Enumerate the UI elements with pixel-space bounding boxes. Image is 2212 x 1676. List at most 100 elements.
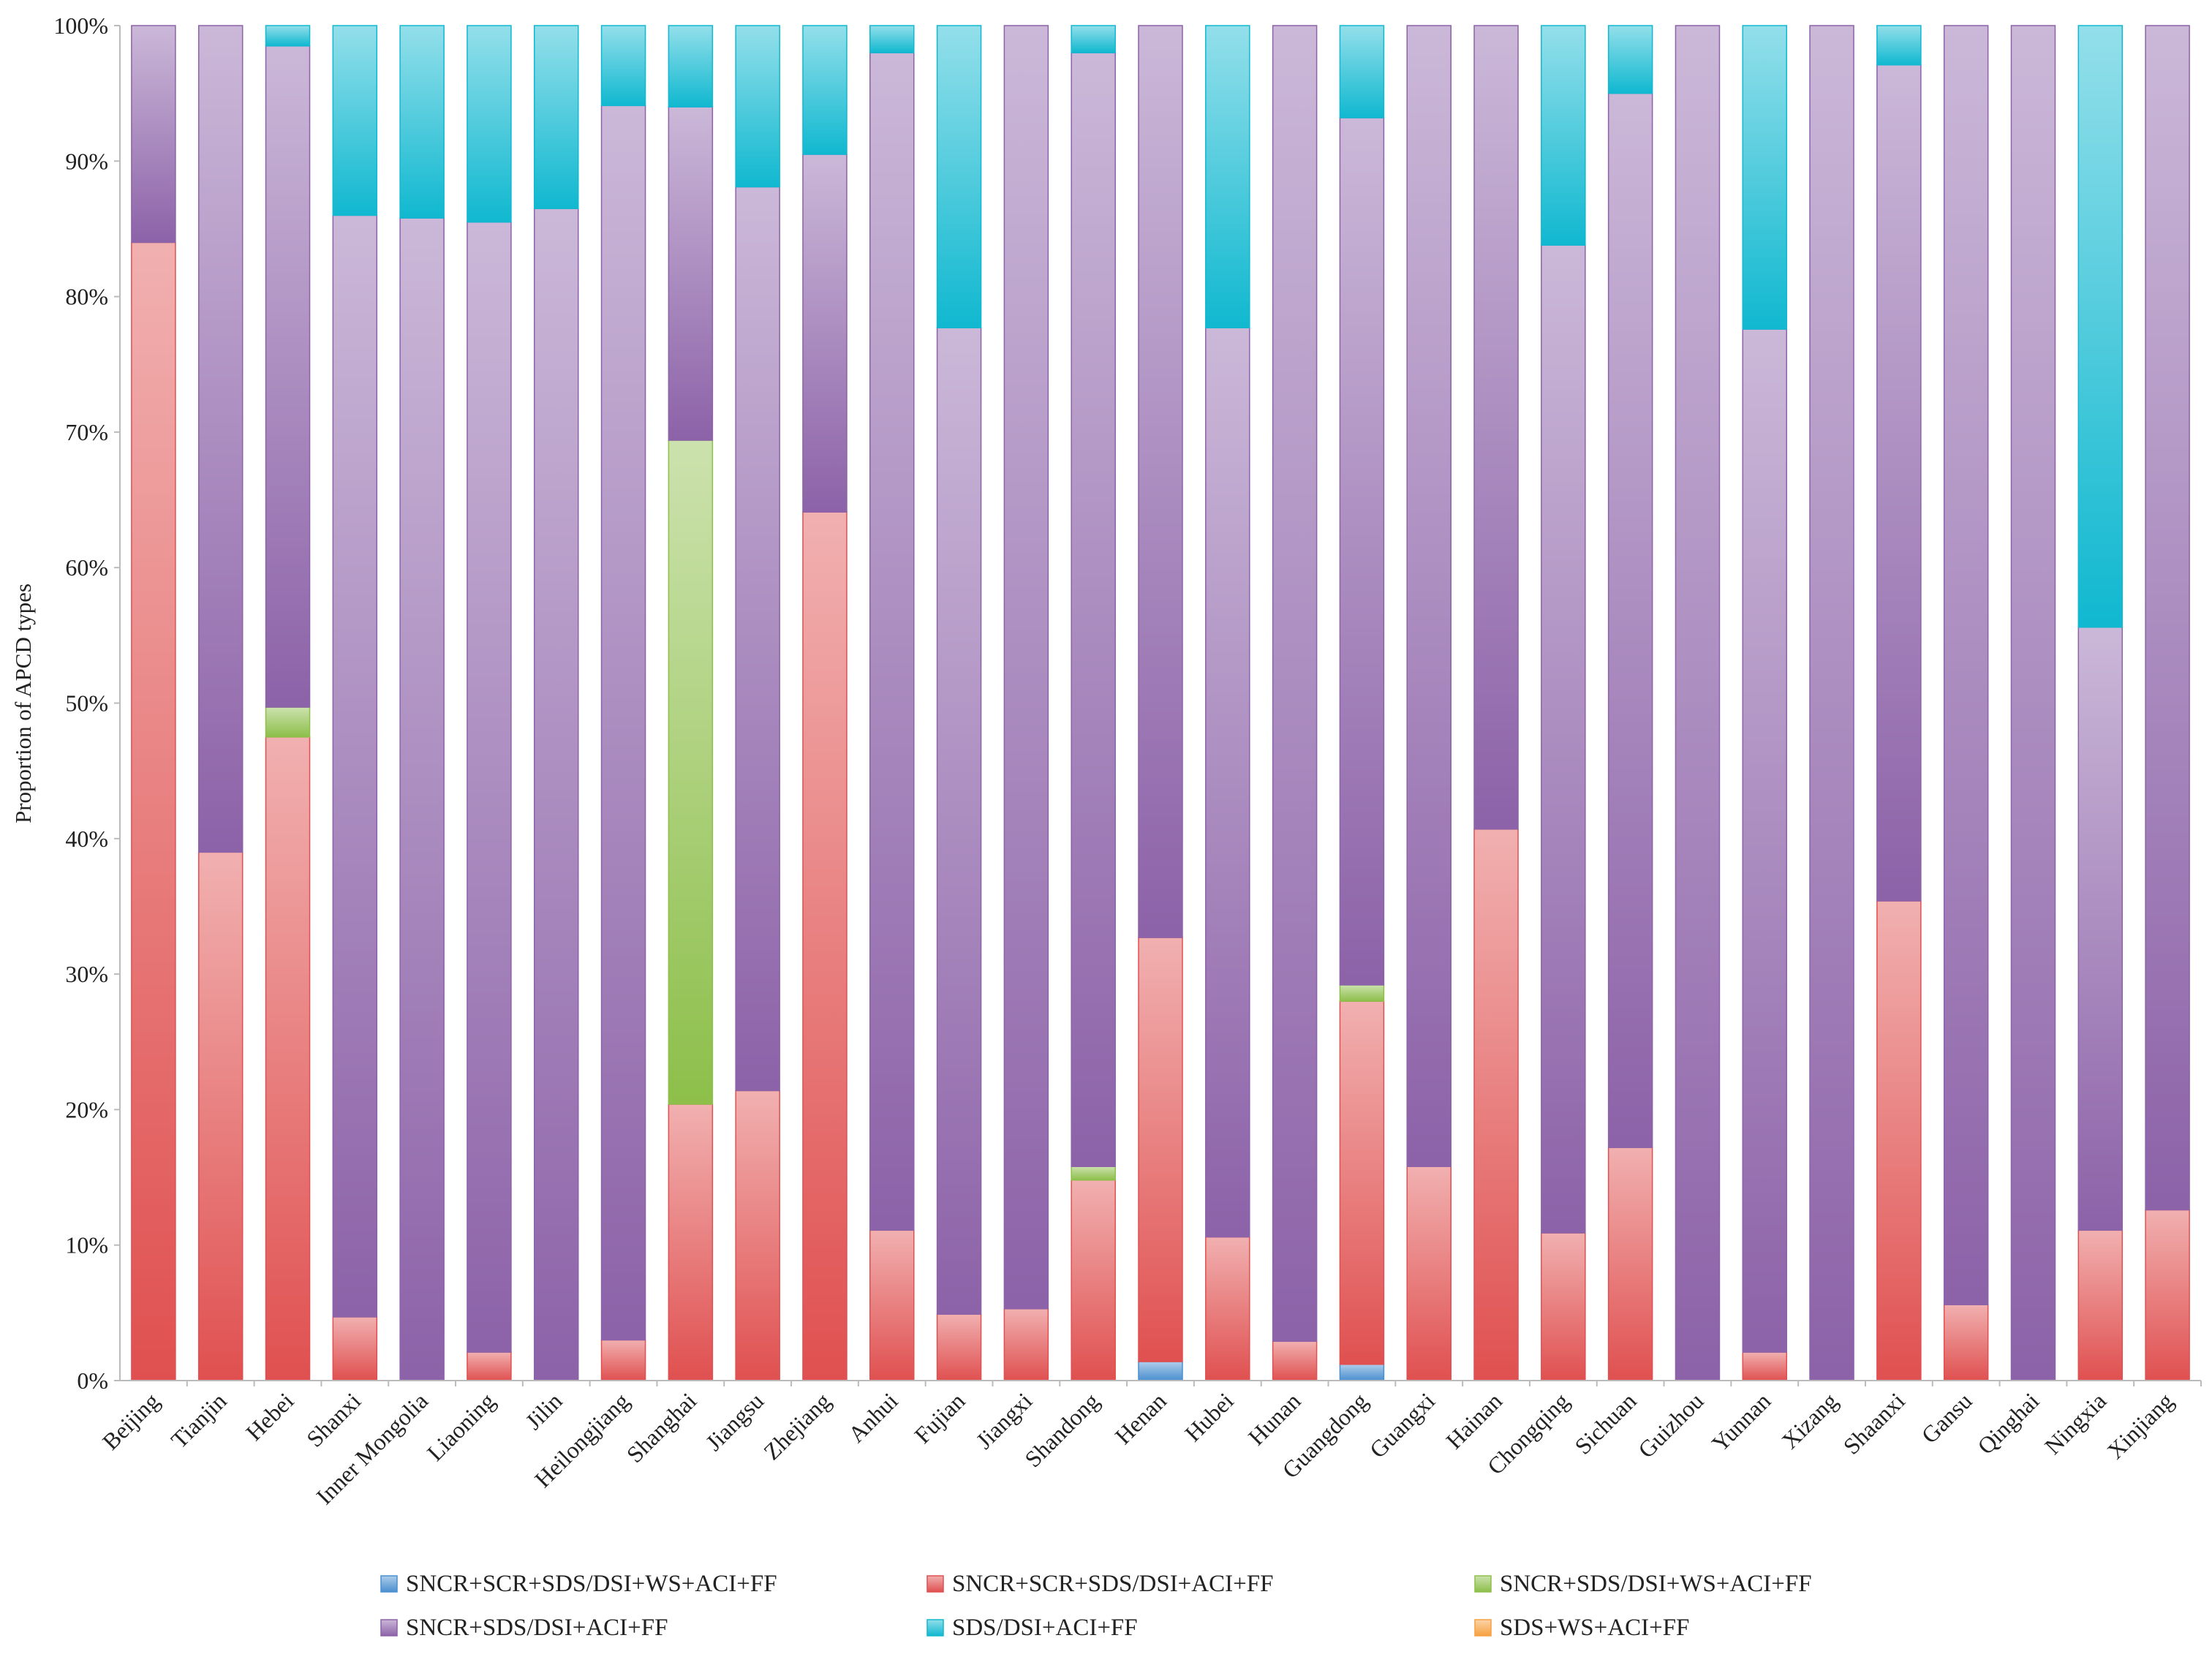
bar-segment [265,25,311,47]
bar-segment [1943,25,1989,1305]
bar-segment [332,1316,378,1381]
bar-segment [1675,25,1721,1381]
bar-segment [668,106,714,441]
x-tick-label: Tianjin [166,1387,232,1453]
bar-segment [533,208,579,1381]
bar-segment [1809,25,1854,1381]
bar-segment [1138,937,1183,1362]
x-tick-label: Gansu [1916,1387,1977,1448]
bar-segment [131,25,176,244]
bar-segment [1071,1179,1116,1381]
bar-segment [467,25,512,223]
bar-segment [1607,25,1653,94]
x-tick-label: Liaoning [422,1387,500,1465]
legend-label: SNCR+SCR+SDS/DSI+WS+ACI+FF [406,1571,777,1597]
bar-segment [869,52,915,1231]
bar-segment [1876,64,1922,902]
bar-segment [2077,1229,2124,1381]
bar-segment [1742,25,1788,330]
y-tick-label: 0% [77,1367,108,1394]
x-tick-label: Anhui [843,1387,903,1447]
bar-segment [197,25,244,853]
x-tick-label: Qinghai [1972,1387,2044,1459]
legend-swatch [1474,1619,1492,1637]
bar-segment [1607,1147,1653,1381]
bar-segment [265,736,311,1381]
bar-segment [1205,1236,1250,1381]
bar-segment [1071,1166,1116,1181]
x-tick-label: Zhejiang [758,1387,836,1465]
bar-segment [1071,25,1116,53]
bar-segment [2010,25,2056,1381]
bar-segment [600,25,646,107]
bar-segment [802,154,848,513]
bar-segment [1943,1304,1989,1381]
x-tick-label: Sichuan [1569,1387,1641,1459]
legend-item: SNCR+SDS/DSI+WS+ACI+FF [1474,1571,1812,1597]
bar-segment [2077,626,2124,1231]
legend-item: SNCR+SCR+SDS/DSI+WS+ACI+FF [380,1571,777,1597]
legend-item: SDS+WS+ACI+FF [1474,1615,1689,1641]
bar-segment [467,221,512,1353]
legend-item: SNCR+SCR+SDS/DSI+ACI+FF [926,1571,1273,1597]
bar-segment [1339,1364,1385,1381]
legend-swatch [926,1619,944,1637]
legend-label: SNCR+SCR+SDS/DSI+ACI+FF [952,1571,1273,1597]
y-tick-label: 100% [53,12,108,39]
bar-segment [668,25,714,107]
bar-segment [2077,25,2124,628]
legend-label: SDS/DSI+ACI+FF [952,1615,1138,1641]
x-tick-label: Xizang [1776,1387,1843,1454]
bar-segment [1541,244,1586,1234]
bar-segment [1742,1351,1788,1381]
x-tick-label: Henan [1109,1387,1171,1449]
x-tick-label: Shaanxi [1838,1387,1909,1459]
y-tick-label: 40% [65,826,108,852]
bar-segment [668,1103,714,1381]
x-tick-label: Jilin [520,1387,567,1434]
bar-segment [1339,984,1385,1002]
bar-segment [467,1351,512,1381]
legend-swatch [926,1575,944,1593]
y-tick-label: 30% [65,961,108,987]
bar-segment [2145,1209,2190,1381]
bar-segment [2145,25,2190,1211]
bar-segment [265,706,311,738]
bar-segment [869,1229,915,1381]
bar-segment [936,1313,982,1381]
bar-segment [533,25,579,209]
bar-segment [1876,25,1922,66]
y-tick-label: 90% [65,148,108,174]
bar-segment [936,25,982,328]
bar-segment [1406,25,1452,1167]
x-tick-label: Guizhou [1633,1387,1708,1462]
bar-segment [1272,25,1318,1343]
bar-segment [131,241,176,1381]
bar-segment [1473,828,1519,1381]
x-tick-label: Guangxi [1364,1387,1440,1462]
bar-segment [1473,25,1519,830]
y-tick-label: 50% [65,690,108,717]
bar-segment [600,1339,646,1381]
x-tick-label: Jiangxi [971,1387,1038,1454]
legend-label: SDS+WS+ACI+FF [1500,1615,1689,1641]
bar-segment [1205,327,1250,1238]
bar-segment [1339,1000,1385,1365]
bar-segment [1541,1232,1586,1381]
y-tick-label: 70% [65,419,108,445]
bar-segment [735,1090,780,1381]
bar-segment [802,25,848,155]
bar-segment [1138,1361,1183,1381]
y-tick-label: 60% [65,554,108,581]
bar-segment [1205,25,1250,328]
y-tick-label: 20% [65,1096,108,1122]
bar-segment [399,217,445,1381]
x-tick-label: Shanxi [301,1387,366,1452]
bar-segment [802,511,848,1381]
bar-segment [399,25,445,219]
bar-segment [1003,25,1049,1310]
bar-segment [735,186,780,1092]
x-tick-label: Shandong [1019,1387,1104,1472]
legend-item: SNCR+SDS/DSI+ACI+FF [380,1615,668,1641]
